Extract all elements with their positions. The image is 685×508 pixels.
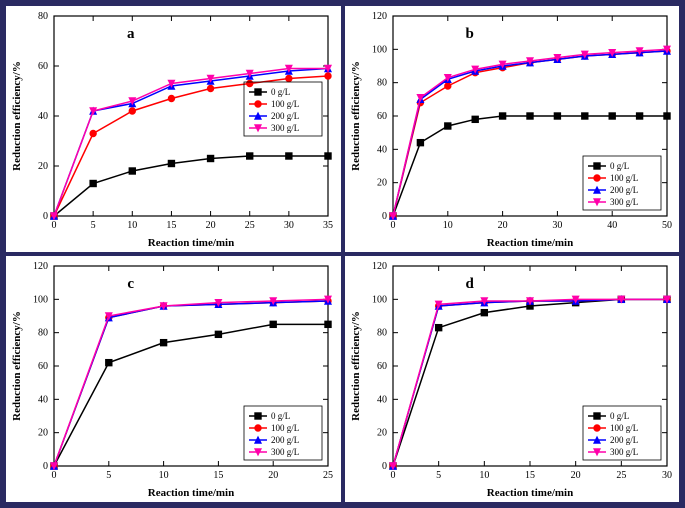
svg-text:40: 40 <box>377 144 387 155</box>
svg-text:30: 30 <box>552 220 562 231</box>
svg-text:40: 40 <box>377 394 387 405</box>
svg-text:40: 40 <box>607 220 617 231</box>
svg-text:120: 120 <box>33 261 48 272</box>
svg-text:Reduction efficiency/%: Reduction efficiency/% <box>350 311 362 421</box>
svg-text:100: 100 <box>33 294 48 305</box>
panel-a: 0 5 10 15 20 25 30 35 0 20 40 60 80 Reaction time/min… <box>6 6 341 252</box>
svg-text:300 g/L: 300 g/L <box>610 197 638 207</box>
svg-text:60: 60 <box>377 111 387 122</box>
svg-text:40: 40 <box>38 394 48 405</box>
svg-text:b: b <box>465 26 473 42</box>
svg-text:20: 20 <box>497 220 507 231</box>
svg-text:25: 25 <box>323 470 333 481</box>
svg-text:10: 10 <box>159 470 169 481</box>
svg-text:35: 35 <box>323 220 333 231</box>
svg-text:100 g/L: 100 g/L <box>610 423 638 433</box>
svg-text:20: 20 <box>570 470 580 481</box>
svg-text:20: 20 <box>38 428 48 439</box>
panel-c: 0 5 10 15 20 25 0 20 40 60 80 100 120 Reaction time/m… <box>6 256 341 502</box>
svg-text:100: 100 <box>372 44 387 55</box>
svg-text:d: d <box>465 276 474 292</box>
svg-text:5: 5 <box>91 220 96 231</box>
svg-text:40: 40 <box>38 111 48 122</box>
svg-text:15: 15 <box>525 470 535 481</box>
svg-text:120: 120 <box>372 261 387 272</box>
svg-text:0: 0 <box>382 211 387 222</box>
svg-text:15: 15 <box>166 220 176 231</box>
svg-text:200 g/L: 200 g/L <box>610 185 638 195</box>
svg-text:Reduction efficiency/%: Reduction efficiency/% <box>11 61 23 171</box>
figure-grid: 0 5 10 15 20 25 30 35 0 20 40 60 80 Reaction time/min… <box>0 0 685 508</box>
panel-b: 0 10 20 30 40 50 0 20 40 60 80 100 120 Reaction time/… <box>345 6 680 252</box>
svg-text:30: 30 <box>662 470 672 481</box>
svg-text:100: 100 <box>372 294 387 305</box>
svg-text:a: a <box>127 26 135 42</box>
svg-text:300 g/L: 300 g/L <box>271 123 299 133</box>
svg-text:100 g/L: 100 g/L <box>610 173 638 183</box>
svg-text:20: 20 <box>377 178 387 189</box>
svg-text:0: 0 <box>52 220 57 231</box>
svg-text:60: 60 <box>38 361 48 372</box>
svg-text:80: 80 <box>38 11 48 22</box>
svg-text:0 g/L: 0 g/L <box>271 411 290 421</box>
svg-text:300 g/L: 300 g/L <box>271 447 299 457</box>
svg-text:10: 10 <box>127 220 137 231</box>
svg-text:25: 25 <box>245 220 255 231</box>
svg-text:Reaction time/min: Reaction time/min <box>486 487 572 499</box>
svg-text:Reduction efficiency/%: Reduction efficiency/% <box>350 61 362 171</box>
svg-text:20: 20 <box>268 470 278 481</box>
svg-text:300 g/L: 300 g/L <box>610 447 638 457</box>
svg-text:0: 0 <box>43 461 48 472</box>
svg-text:25: 25 <box>616 470 626 481</box>
svg-text:80: 80 <box>38 328 48 339</box>
svg-text:80: 80 <box>377 78 387 89</box>
svg-text:0: 0 <box>52 470 57 481</box>
svg-text:80: 80 <box>377 328 387 339</box>
svg-text:100 g/L: 100 g/L <box>271 423 299 433</box>
svg-text:120: 120 <box>372 11 387 22</box>
panel-d: 0 5 10 15 20 25 30 0 20 40 60 80 100 120 Reaction time… <box>345 256 680 502</box>
svg-text:200 g/L: 200 g/L <box>610 435 638 445</box>
svg-text:Reaction time/min: Reaction time/min <box>486 237 572 249</box>
svg-text:Reaction time/min: Reaction time/min <box>148 237 234 249</box>
svg-text:0 g/L: 0 g/L <box>610 161 629 171</box>
svg-text:200 g/L: 200 g/L <box>271 111 299 121</box>
svg-text:Reduction efficiency/%: Reduction efficiency/% <box>11 311 23 421</box>
svg-text:15: 15 <box>213 470 223 481</box>
svg-text:0: 0 <box>382 461 387 472</box>
svg-text:50: 50 <box>662 220 672 231</box>
svg-text:c: c <box>127 276 134 292</box>
svg-text:0: 0 <box>390 220 395 231</box>
svg-text:60: 60 <box>377 361 387 372</box>
svg-text:0 g/L: 0 g/L <box>271 87 290 97</box>
svg-text:0 g/L: 0 g/L <box>610 411 629 421</box>
svg-text:5: 5 <box>106 470 111 481</box>
svg-text:20: 20 <box>206 220 216 231</box>
svg-text:0: 0 <box>43 211 48 222</box>
svg-text:30: 30 <box>284 220 294 231</box>
svg-text:10: 10 <box>479 470 489 481</box>
svg-text:Reaction time/min: Reaction time/min <box>148 487 234 499</box>
svg-text:10: 10 <box>442 220 452 231</box>
svg-text:20: 20 <box>377 428 387 439</box>
svg-text:60: 60 <box>38 61 48 72</box>
svg-text:200 g/L: 200 g/L <box>271 435 299 445</box>
svg-text:100 g/L: 100 g/L <box>271 99 299 109</box>
svg-text:20: 20 <box>38 161 48 172</box>
svg-text:0: 0 <box>390 470 395 481</box>
svg-text:5: 5 <box>436 470 441 481</box>
